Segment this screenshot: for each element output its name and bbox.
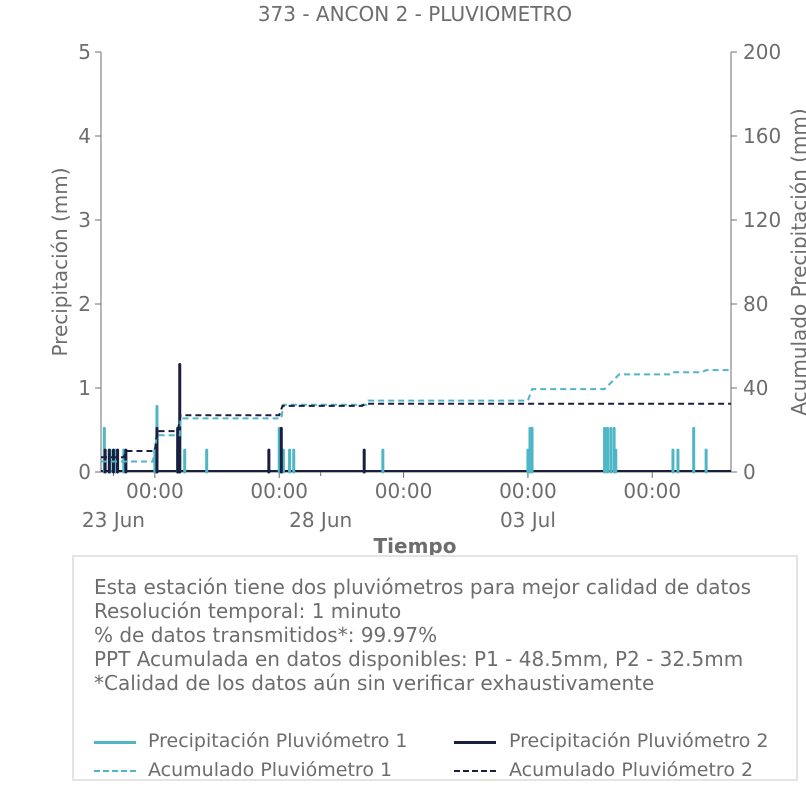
legend-label: Precipitación Pluviómetro 2 <box>509 730 769 752</box>
x-date-label: 23 Jun <box>82 508 145 532</box>
legend-swatch-acc2 <box>454 770 496 772</box>
x-tick-label: 00:00 <box>499 479 557 503</box>
legend-swatch-acc1 <box>94 770 136 772</box>
legend-label: Precipitación Pluviómetro 1 <box>148 730 408 752</box>
info-line: Resolución temporal: 1 minuto <box>94 599 402 623</box>
x-date-label: 03 Jul <box>500 508 556 532</box>
x-tick-label: 00:00 <box>623 479 681 503</box>
x-tick-label: 00:00 <box>126 479 184 503</box>
info-line: % de datos transmitidos*: 99.97% <box>94 623 438 647</box>
info-line: *Calidad de los datos aún sin verificar … <box>94 671 655 695</box>
info-panel: Esta estación tiene dos pluviómetros par… <box>72 555 798 781</box>
chart-axes: 0 1 2 3 4 5 0 40 80 120 160 200 00:00 00:00 00:00 00:00… <box>78 40 781 532</box>
y-tick-label: 2 <box>78 292 91 316</box>
acc1-line <box>101 369 731 463</box>
x-tick-label: 00:00 <box>250 479 308 503</box>
chart-title: 373 - ANCON 2 - PLUVIOMETRO <box>258 2 572 26</box>
y-axis-label: Precipitación (mm) <box>48 167 72 356</box>
y2-tick-label: 80 <box>743 292 768 316</box>
y-tick-label: 3 <box>78 208 91 232</box>
rainfall-chart: 373 - ANCON 2 - PLUVIOMETRO 0 1 2 3 4 5 0 40 80 1… <box>48 2 806 558</box>
y2-tick-label: 160 <box>743 124 781 148</box>
info-line: PPT Acumulada en datos disponibles: P1 -… <box>94 647 744 671</box>
legend-swatch-p2 <box>454 741 496 744</box>
acc2-line <box>101 402 731 459</box>
y2-tick-label: 120 <box>743 208 781 232</box>
y2-tick-label: 0 <box>743 460 756 484</box>
legend-label: Acumulado Pluviómetro 2 <box>509 759 754 781</box>
y2-axis-label: Acumulado Precipitación (mm) <box>787 108 806 415</box>
y2-tick-label: 200 <box>743 40 781 64</box>
x-date-label: 28 Jun <box>289 508 352 532</box>
y-tick-label: 4 <box>78 124 91 148</box>
legend-label: Acumulado Pluviómetro 1 <box>148 759 393 781</box>
y-tick-label: 5 <box>78 40 91 64</box>
legend-swatch-p1 <box>94 741 136 744</box>
info-line: Esta estación tiene dos pluviómetros par… <box>94 575 752 599</box>
x-tick-label: 00:00 <box>375 479 433 503</box>
y-tick-label: 1 <box>78 376 91 400</box>
x-axis-label: Tiempo <box>374 534 457 558</box>
chart-marks <box>101 362 731 474</box>
y2-tick-label: 40 <box>743 376 768 400</box>
y-tick-label: 0 <box>78 460 91 484</box>
